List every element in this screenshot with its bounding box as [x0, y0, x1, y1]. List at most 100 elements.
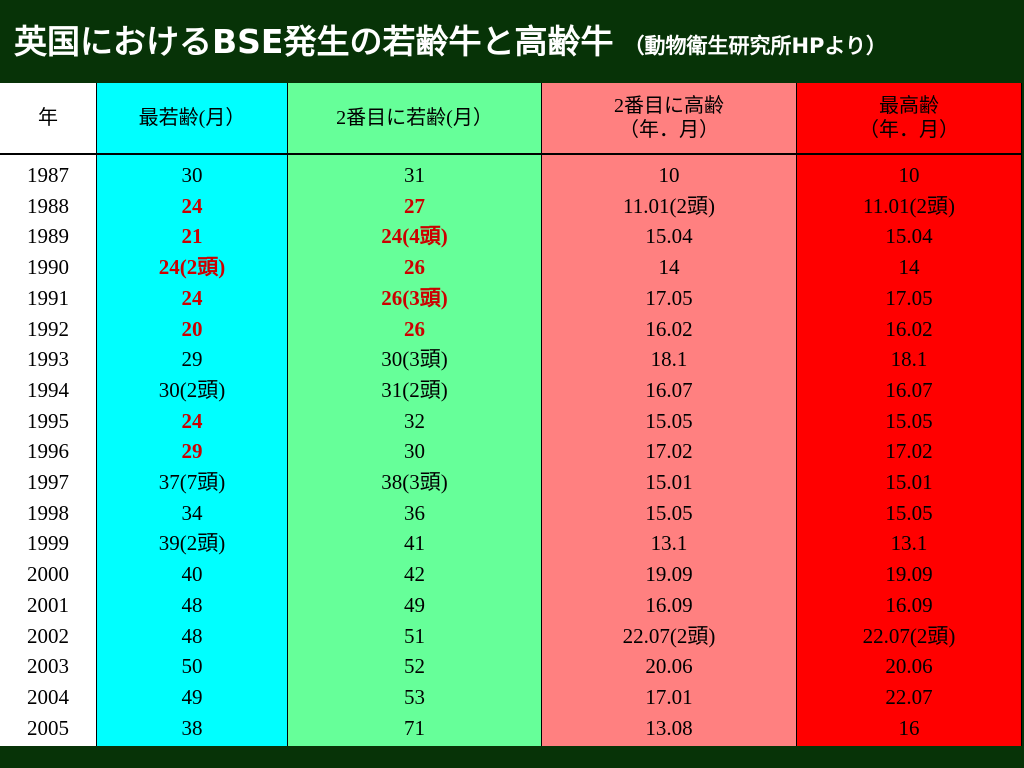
table-cell: 24	[181, 285, 203, 310]
table-cell: 17.02	[645, 439, 693, 464]
table-cell: 1993	[27, 347, 69, 372]
column-header: 2番目に若齢(月）	[288, 83, 541, 155]
table-cell: 15.04	[885, 224, 933, 249]
table-cell: 11.01(2頭)	[623, 193, 715, 218]
table-cell: 15.05	[645, 500, 693, 525]
table-cell: 16.02	[645, 316, 693, 341]
table-cell: 15.01	[645, 470, 693, 494]
table-cell: 26(3頭)	[381, 285, 448, 310]
table-cell: 2004	[27, 684, 69, 709]
table-cell: 13.1	[650, 531, 688, 556]
table-cell: 14	[898, 255, 920, 280]
table-cell: 29	[181, 439, 203, 464]
table-cell: 50	[181, 654, 203, 679]
table-cell: 31	[404, 163, 425, 187]
table-cell: 30	[181, 163, 203, 187]
table-cell: 26	[404, 316, 425, 341]
table-cell: 15.05	[885, 500, 933, 525]
table-cell: 20	[181, 316, 203, 341]
table-cell: 15.01	[885, 470, 933, 494]
table-cell: 18.1	[890, 347, 928, 372]
table-cell: 11.01(2頭)	[863, 193, 955, 218]
table-cell: 1988	[27, 193, 69, 218]
table-cell: 29	[181, 347, 203, 372]
table-cell: 36	[404, 500, 425, 525]
table-cell: 30(2頭)	[158, 377, 226, 402]
table-cell: 22.07	[885, 684, 933, 709]
table-cell: 20.06	[645, 654, 693, 679]
table-cell: 42	[404, 562, 425, 587]
table-cell: 22.07(2頭)	[862, 623, 956, 648]
table-cell: 1996	[27, 439, 69, 464]
table-cell: 24(2頭)	[158, 255, 226, 280]
column-header: 年	[0, 83, 96, 155]
table-column: 最高齢 （年．月） 10 11.01(2頭) 15.04 14 17.05 16.02 18.…	[797, 83, 1022, 746]
table-cell: 1999	[27, 531, 69, 556]
table-cell: 48	[181, 623, 203, 648]
table-cell: 24	[181, 408, 203, 433]
table-cell: 71	[404, 715, 425, 740]
table-cell: 41	[404, 531, 425, 556]
table-column: 2番目に高齢 （年．月） 10 11.01(2頭) 15.04 14 17.05 16.02…	[542, 83, 797, 746]
table-cell: 18.1	[650, 347, 688, 372]
table-cell: 2005	[27, 715, 69, 740]
column-header: 最若齢(月）	[97, 83, 287, 155]
table-cell: 2000	[27, 562, 69, 587]
table-cell: 2001	[27, 592, 69, 617]
table-cell: 39(2頭)	[158, 531, 226, 556]
slide-title: 英国におけるBSE発生の若齢牛と高齢牛 （動物衛生研究所HPより）	[14, 14, 887, 70]
table-cell: 16.07	[645, 377, 693, 402]
table-cell: 2003	[27, 654, 69, 679]
table-cell: 38(3頭)	[381, 470, 448, 494]
table-cell: 24	[181, 193, 203, 218]
table-cell: 17.05	[645, 285, 693, 310]
table-cell: 30	[404, 439, 425, 464]
table-cell: 38	[181, 715, 203, 740]
table-cell: 2002	[27, 623, 69, 648]
title: 英国におけるBSE発生の若齢牛と高齢牛	[14, 22, 614, 61]
table-cell: 48	[181, 592, 203, 617]
subtitle: （動物衛生研究所HPより）	[623, 34, 888, 58]
table-cell: 19.09	[885, 562, 933, 587]
table: 年 1987 1988 1989 1990 1991 1992 1993 1994 1995 199…	[0, 83, 1022, 746]
table-cell: 26	[404, 255, 425, 280]
table-cell: 13.1	[890, 531, 928, 556]
table-cell: 1989	[27, 224, 69, 249]
table-cell: 1992	[27, 316, 69, 341]
table-cell: 17.05	[885, 285, 933, 310]
table-cell: 49	[181, 684, 203, 709]
column-header: 2番目に高齢 （年．月）	[542, 83, 796, 155]
table-cell: 52	[404, 654, 425, 679]
table-cell: 16.09	[645, 592, 693, 617]
column-header: 最高齢 （年．月）	[797, 83, 1021, 155]
table-cell: 30(3頭)	[381, 347, 448, 372]
table-cell: 22.07(2頭)	[622, 623, 716, 648]
table-column: 年 1987 1988 1989 1990 1991 1992 1993 1994 1995 199…	[0, 83, 97, 746]
table-cell: 1995	[27, 408, 69, 433]
table-cell: 49	[404, 592, 425, 617]
table-column: 最若齢(月） 30 24 21 24(2頭) 24 20 29 30(2頭) 24 29 37(7頭)…	[97, 83, 288, 746]
table-cell: 1994	[27, 377, 69, 402]
table-cell: 27	[404, 193, 425, 218]
table-cell: 16.02	[885, 316, 933, 341]
table-cell: 1998	[27, 500, 69, 525]
table-cell: 13.08	[645, 715, 693, 740]
table-cell: 17.01	[645, 684, 693, 709]
table-cell: 1987	[27, 163, 69, 187]
table-cell: 10	[898, 163, 920, 187]
table-cell: 21	[181, 224, 203, 249]
table-cell: 32	[404, 408, 425, 433]
table-cell: 1991	[27, 285, 69, 310]
table-cell: 17.02	[885, 439, 933, 464]
table-cell: 16.09	[885, 592, 933, 617]
table-cell: 31(2頭)	[381, 377, 448, 402]
table-cell: 10	[658, 163, 680, 187]
table-cell: 37(7頭)	[158, 470, 226, 494]
table-cell: 15.05	[645, 408, 693, 433]
table-cell: 16	[898, 715, 920, 740]
table-cell: 19.09	[645, 562, 693, 587]
table-cell: 51	[404, 623, 425, 648]
table-cell: 20.06	[885, 654, 933, 679]
table-cell: 53	[404, 684, 425, 709]
